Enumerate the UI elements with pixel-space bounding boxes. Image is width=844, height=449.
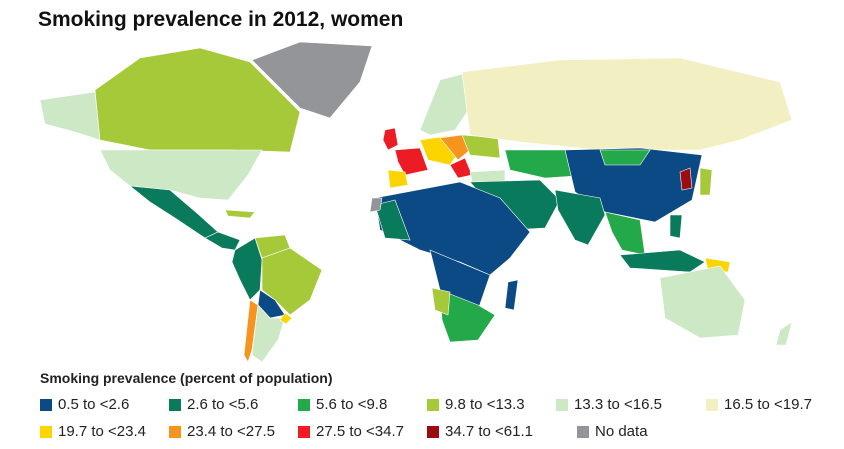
legend-swatch (298, 425, 310, 438)
region-north-africa (374, 181, 531, 276)
region-uk (382, 127, 399, 151)
region-alaska (39, 91, 101, 141)
legend-label: 9.8 to <13.3 (445, 396, 525, 413)
legend-item: 5.6 to <9.8 (298, 396, 427, 413)
legend-swatch (169, 398, 181, 411)
legend-swatch (298, 398, 310, 411)
region-uruguay (279, 312, 293, 325)
region-japan (699, 167, 713, 196)
legend: 0.5 to <2.6 2.6 to <5.6 5.6 to <9.8 9.8 to … (40, 396, 840, 440)
legend-label: 16.5 to <19.7 (724, 396, 812, 413)
legend-item: 9.8 to <13.3 (427, 396, 556, 413)
region-balkans (449, 157, 473, 179)
region-iberia (387, 169, 409, 189)
region-brazil (261, 247, 323, 316)
region-chile (243, 299, 259, 363)
legend-item: 13.3 to <16.5 (556, 396, 706, 413)
legend-swatch (169, 425, 181, 438)
legend-item: 2.6 to <5.6 (169, 396, 298, 413)
region-australia (659, 265, 746, 339)
region-central-america (204, 231, 241, 251)
region-indonesia (619, 249, 706, 273)
region-korea (679, 167, 693, 191)
region-greenland (251, 41, 373, 119)
legend-label: 2.6 to <5.6 (187, 396, 259, 413)
legend-item: 19.7 to <23.4 (40, 423, 169, 440)
legend-label: 13.3 to <16.5 (574, 396, 662, 413)
region-new-zealand (775, 321, 793, 346)
region-france (394, 147, 429, 176)
region-bolivia-paraguay (257, 289, 286, 319)
legend-label: 5.6 to <9.8 (316, 396, 388, 413)
legend-title: Smoking prevalence (percent of populatio… (40, 370, 333, 386)
region-southern-africa (439, 289, 496, 343)
region-argentina (251, 304, 286, 363)
legend-swatch (427, 398, 439, 411)
legend-label: No data (595, 423, 648, 440)
legend-item: 16.5 to <19.7 (706, 396, 835, 413)
legend-item: No data (577, 423, 706, 440)
legend-label: 34.7 to <61.1 (445, 423, 533, 440)
map-title: Smoking prevalence in 2012, women (38, 8, 404, 31)
region-west-africa (374, 199, 411, 241)
legend-swatch (706, 398, 718, 411)
legend-swatch (40, 425, 52, 438)
legend-swatch (577, 425, 589, 438)
legend-label: 27.5 to <34.7 (316, 423, 404, 440)
region-usa (99, 149, 263, 201)
legend-item: 0.5 to <2.6 (40, 396, 169, 413)
legend-swatch (40, 398, 52, 411)
legend-swatch (427, 425, 439, 438)
legend-swatch (556, 398, 568, 411)
region-caribbean (224, 209, 256, 219)
region-turkey (469, 169, 506, 183)
legend-item: 34.7 to <61.1 (427, 423, 577, 440)
region-western-sahara (369, 197, 383, 213)
legend-item: 27.5 to <34.7 (298, 423, 427, 440)
legend-label: 23.4 to <27.5 (187, 423, 275, 440)
region-madagascar (504, 279, 519, 311)
region-mongolia (599, 149, 651, 166)
legend-item: 23.4 to <27.5 (169, 423, 298, 440)
legend-label: 19.7 to <23.4 (58, 423, 146, 440)
region-namibia (431, 287, 451, 316)
legend-label: 0.5 to <2.6 (58, 396, 130, 413)
region-se-asia (604, 211, 646, 256)
region-philippines (669, 214, 683, 239)
region-canada (94, 47, 301, 153)
region-russia (461, 57, 793, 151)
region-india (554, 189, 606, 246)
